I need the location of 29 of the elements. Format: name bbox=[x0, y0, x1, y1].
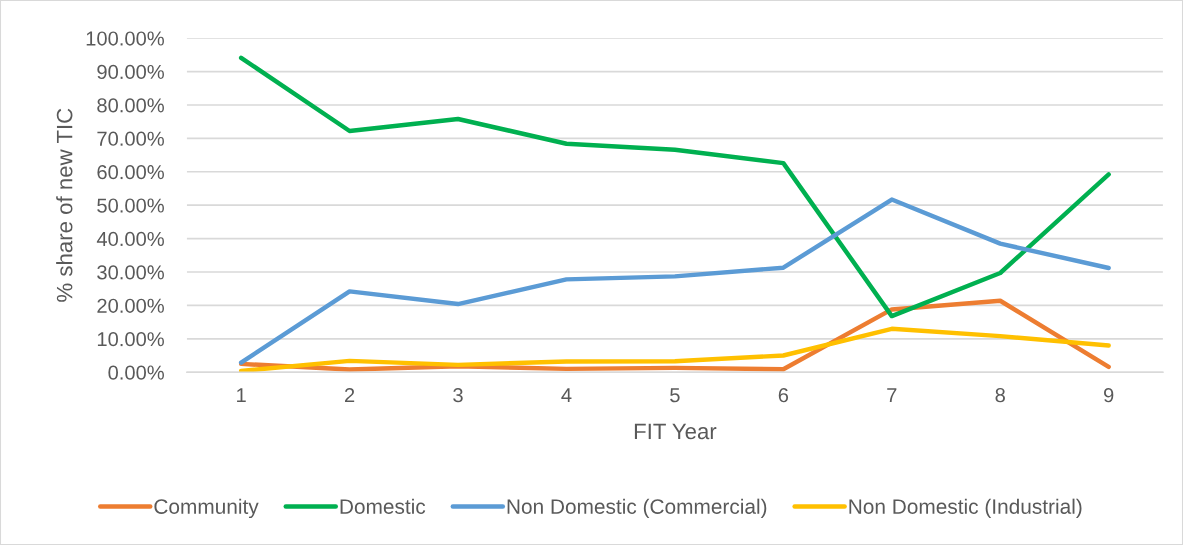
y-tick-label: 80.00% bbox=[97, 98, 164, 113]
y-tick-label: 50.00% bbox=[97, 198, 164, 213]
x-tick-label: 3 bbox=[453, 388, 463, 403]
x-tick-label: 8 bbox=[995, 388, 1005, 403]
legend-label: Community bbox=[154, 498, 259, 519]
y-tick-label: 100.00% bbox=[86, 31, 164, 46]
line-series bbox=[238, 326, 1111, 373]
legend-label: Non Domestic (Commercial) bbox=[507, 498, 767, 519]
legend-label: Non Domestic (Industrial) bbox=[849, 498, 1082, 519]
y-axis-title: % share of new TIC bbox=[56, 108, 73, 302]
y-tick-label: 90.00% bbox=[97, 64, 164, 80]
x-tick-label: 7 bbox=[887, 388, 897, 403]
y-tick-label: 70.00% bbox=[97, 131, 164, 146]
y-tick-label: 20.00% bbox=[97, 298, 164, 313]
y-tick-label: 60.00% bbox=[97, 165, 164, 180]
y-tick-label: 30.00% bbox=[97, 265, 164, 280]
y-tick-label: 0.00% bbox=[108, 365, 164, 380]
x-tick-label: 6 bbox=[778, 388, 789, 403]
y-tick-label: 40.00% bbox=[96, 231, 164, 247]
x-tick-label: 5 bbox=[670, 388, 680, 403]
x-tick-label: 2 bbox=[344, 388, 355, 403]
x-axis-title: FIT Year bbox=[634, 423, 717, 440]
x-tick-label: 9 bbox=[1104, 388, 1114, 403]
x-tick-label: 1 bbox=[237, 388, 246, 403]
line-series bbox=[238, 55, 1111, 319]
x-tick-label: 4 bbox=[561, 388, 572, 403]
y-tick-label: 10.00% bbox=[97, 332, 164, 347]
legend-label: Domestic bbox=[340, 498, 426, 514]
line-series bbox=[238, 197, 1111, 365]
